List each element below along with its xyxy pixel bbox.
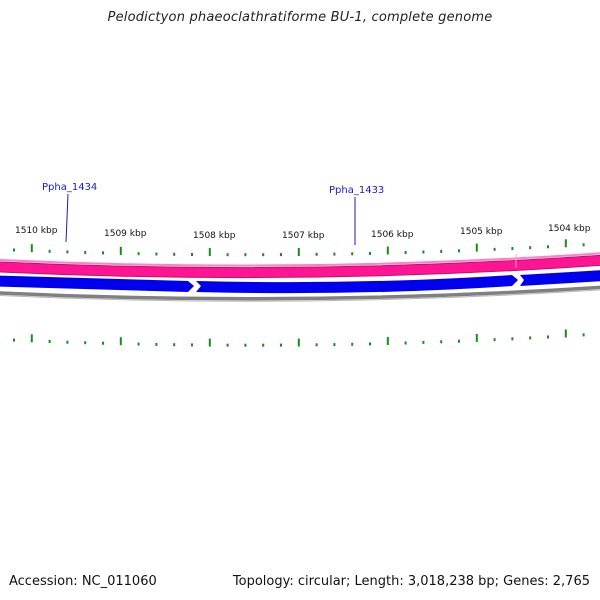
- genome-title: Pelodictyon phaeoclathratiforme BU-1, co…: [107, 10, 493, 25]
- scale-label: 1508 kbp: [193, 231, 236, 241]
- scale-label: 1507 kbp: [282, 231, 325, 241]
- gene-label-ppha-1433[interactable]: Ppha_1433: [329, 185, 384, 196]
- scale-label: 1510 kbp: [15, 226, 58, 236]
- backbone-track: [0, 285, 600, 301]
- pink-gene-track[interactable]: [0, 254, 600, 279]
- genome-summary-text: Topology: circular; Length: 3,018,238 bp…: [232, 574, 590, 589]
- cds-arrow-right[interactable]: [520, 269, 600, 286]
- scale-label: 1509 kbp: [104, 229, 147, 239]
- pink-track-highlight: [0, 252, 600, 267]
- cds-arrow-left[interactable]: [0, 275, 194, 292]
- scale-label: 1504 kbp: [548, 224, 591, 234]
- cds-arrow-middle[interactable]: [196, 275, 518, 294]
- lower-tick-marks: [13, 329, 585, 347]
- accession-text: Accession: NC_011060: [9, 574, 157, 589]
- upper-tick-marks: [13, 239, 585, 257]
- backbone-track-shade: [0, 289, 600, 302]
- gene-label-ppha-1434[interactable]: Ppha_1434: [42, 182, 97, 193]
- scale-label: 1505 kbp: [460, 227, 503, 237]
- gene-label-leader: [65, 193, 69, 243]
- scale-label: 1506 kbp: [371, 230, 414, 240]
